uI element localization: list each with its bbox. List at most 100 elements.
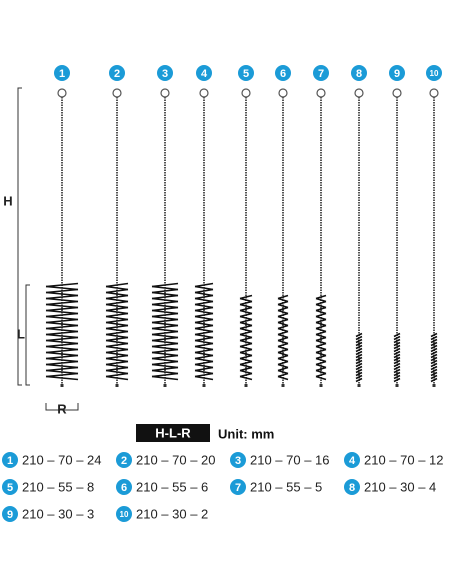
bristle — [194, 360, 214, 366]
bristle — [430, 338, 438, 344]
bristle — [151, 294, 179, 300]
spec-size: 210 – 30 – 4 — [364, 479, 436, 494]
bristle — [430, 374, 438, 380]
bristle — [277, 321, 289, 327]
bristle — [277, 339, 289, 345]
bristle — [315, 333, 327, 339]
bristle — [430, 356, 438, 362]
bristle — [393, 356, 401, 362]
bristle — [105, 372, 129, 378]
bristle — [239, 333, 253, 339]
bristle — [151, 300, 179, 306]
bristle — [239, 363, 253, 369]
bristle — [151, 336, 179, 342]
bristle — [393, 368, 401, 374]
brush: 8 — [351, 65, 367, 387]
bristle — [239, 300, 253, 306]
bristle — [45, 330, 79, 336]
bristle — [393, 353, 401, 359]
bristle — [151, 366, 179, 372]
bristle — [105, 339, 129, 345]
spec-badge — [116, 506, 132, 522]
bristle — [151, 303, 179, 309]
bristle — [45, 282, 79, 288]
bristle — [239, 348, 253, 354]
bristle — [430, 344, 438, 350]
bristle — [151, 309, 179, 315]
bristle — [239, 330, 253, 336]
height-bracket — [17, 87, 22, 386]
bristle — [393, 371, 401, 377]
bristle — [45, 321, 79, 327]
bristle — [277, 345, 289, 351]
bristle — [277, 336, 289, 342]
spec-number: 2 — [121, 455, 127, 467]
spec-badge — [2, 479, 18, 495]
bristle — [277, 360, 289, 366]
bristle — [45, 363, 79, 369]
bristle — [355, 347, 363, 353]
spec-size: 210 – 70 – 24 — [22, 452, 102, 467]
bristle — [277, 366, 289, 372]
bristle — [315, 330, 327, 336]
bristle — [194, 318, 214, 324]
bristle — [105, 288, 129, 294]
bristle — [194, 291, 214, 297]
bristle — [355, 338, 363, 344]
brush-tip — [202, 384, 206, 387]
bristle — [239, 318, 253, 324]
bristle — [151, 288, 179, 294]
brush-tip — [432, 384, 436, 387]
spec-number: 6 — [121, 482, 127, 494]
bristle — [151, 291, 179, 297]
bristle — [277, 369, 289, 375]
bristle — [239, 345, 253, 351]
bristle — [277, 306, 289, 312]
spec-item: 6 210 – 55 – 6 — [116, 479, 208, 495]
bristle — [194, 297, 214, 303]
bristle — [194, 321, 214, 327]
bristle — [277, 357, 289, 363]
bristle — [315, 315, 327, 321]
bristle — [315, 351, 327, 357]
bristle — [45, 357, 79, 363]
bristle — [194, 294, 214, 300]
height-label: H — [3, 193, 12, 208]
bristle — [151, 354, 179, 360]
spec-badge — [2, 506, 18, 522]
bristle — [355, 362, 363, 368]
bristle — [239, 336, 253, 342]
spec-badge — [116, 452, 132, 468]
bristle — [45, 318, 79, 324]
brush: 2 — [105, 65, 129, 387]
bristle — [355, 344, 363, 350]
spec-item: 9 210 – 30 – 3 — [2, 506, 94, 522]
bristle — [315, 297, 327, 303]
bristle — [194, 330, 214, 336]
bristle — [45, 294, 79, 300]
bristle — [105, 342, 129, 348]
bristle — [105, 375, 129, 381]
bristle — [355, 341, 363, 347]
bristle — [151, 297, 179, 303]
bristle — [105, 333, 129, 339]
bristle — [151, 327, 179, 333]
bristle — [315, 372, 327, 378]
brush-number: 10 — [430, 69, 439, 78]
bristle — [355, 332, 363, 338]
spec-badge — [116, 479, 132, 495]
bristle — [105, 366, 129, 372]
bristle — [277, 318, 289, 324]
spec-number: 9 — [7, 509, 13, 521]
spec-item: 2 210 – 70 – 20 — [116, 452, 216, 468]
bristle — [430, 377, 438, 383]
bristle — [315, 318, 327, 324]
bristle — [239, 369, 253, 375]
brush-tip — [244, 384, 248, 387]
legend-unit: Unit: mm — [218, 426, 274, 441]
spec-item: 1 210 – 70 – 24 — [2, 452, 102, 468]
bristle — [239, 354, 253, 360]
bristle — [45, 336, 79, 342]
brush-tip — [357, 384, 361, 387]
spec-number: 3 — [235, 455, 241, 467]
